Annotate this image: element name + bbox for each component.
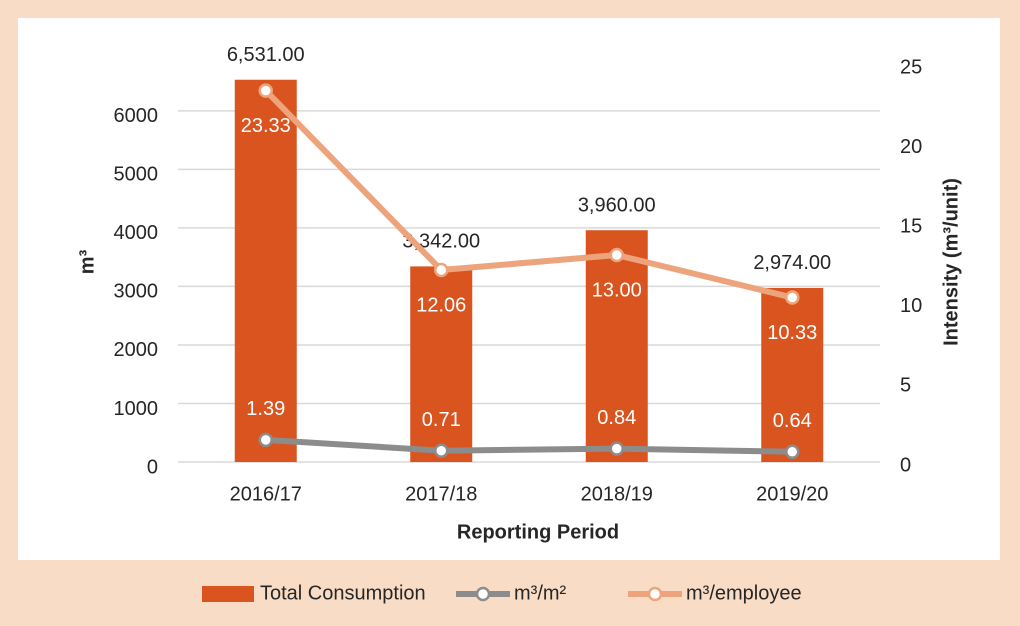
marker: [258, 432, 273, 448]
marker: [609, 247, 624, 263]
bar: [585, 230, 648, 462]
legend-label: m³/m²: [514, 582, 567, 604]
bar: [410, 266, 473, 462]
y2-tick-label: 25: [900, 56, 922, 78]
line-value-label: 0.64: [773, 410, 812, 432]
bar-value-label: 2,974.00: [753, 252, 831, 274]
line-value-label: 0.71: [422, 409, 461, 431]
line: [263, 88, 793, 301]
y2-tick-label: 5: [900, 375, 911, 397]
y-tick-label: 2000: [114, 339, 159, 361]
y2-axis-title: Intensity (m³/unit): [940, 178, 962, 346]
y-tick-label: 5000: [114, 164, 159, 186]
y-tick-label: 4000: [114, 222, 159, 244]
x-tick-label: 2016/17: [230, 483, 302, 505]
legend-label: Total Consumption: [260, 582, 426, 604]
legend-label: m³/employee: [686, 582, 802, 604]
line-value-label: 10.33: [767, 322, 817, 344]
y2-tick-label: 15: [900, 215, 922, 237]
line-value-label: 0.84: [597, 407, 636, 429]
line-value-label: 1.39: [246, 398, 285, 420]
y-axis-title: m³: [76, 249, 98, 274]
marker: [785, 444, 800, 460]
bar: [234, 79, 297, 462]
line-value-label: 13.00: [592, 279, 642, 301]
y-tick-label: 6000: [114, 105, 159, 127]
y-tick-label: 3000: [114, 281, 159, 303]
marker: [785, 290, 800, 305]
y2-tick-label: 0: [900, 454, 911, 476]
marker: [258, 83, 273, 98]
legend-marker: [647, 586, 663, 602]
x-tick-label: 2017/18: [405, 483, 477, 505]
legend-marker: [475, 586, 491, 602]
y-tick-label: 0: [147, 456, 158, 478]
line: [265, 436, 793, 455]
marker: [434, 443, 449, 458]
marker: [609, 441, 624, 456]
x-tick-label: 2018/19: [581, 483, 653, 505]
marker: [434, 262, 449, 278]
bar-value-label: 6,531.00: [227, 44, 305, 66]
y-tick-label: 1000: [114, 398, 159, 420]
y2-tick-label: 10: [900, 295, 922, 317]
plot-panel: [18, 18, 1000, 560]
y2-tick-label: 20: [900, 136, 922, 158]
line-value-label: 12.06: [416, 294, 466, 316]
line-value-label: 23.33: [241, 115, 291, 137]
x-axis-title: Reporting Period: [457, 521, 619, 543]
legend-swatch: [202, 586, 254, 602]
bar: [761, 287, 824, 462]
x-tick-label: 2019/20: [756, 483, 828, 505]
bar-value-label: 3,960.00: [578, 195, 656, 217]
